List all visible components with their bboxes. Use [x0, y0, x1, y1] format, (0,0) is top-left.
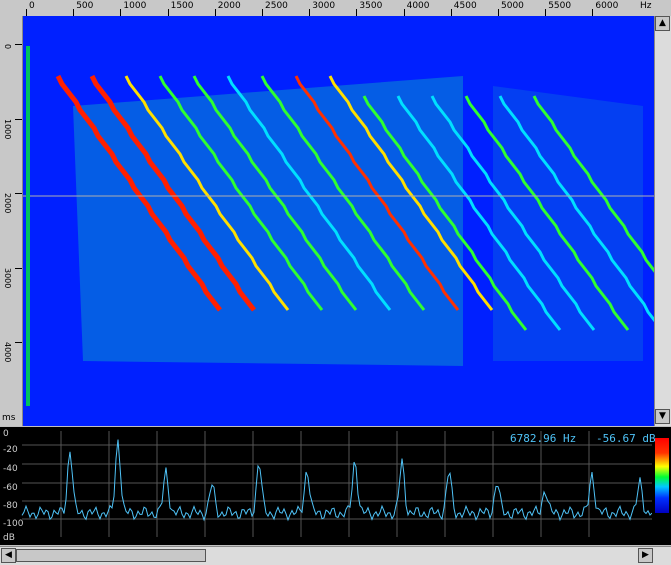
freq-tick-mark [262, 9, 263, 16]
db-label-60: -60 [3, 483, 18, 493]
harmonic-trace [294, 75, 460, 311]
noise-cloud [493, 86, 643, 361]
db-label-40: -40 [3, 464, 18, 474]
ruler-unit-hz: Hz [640, 1, 652, 11]
freq-tick-mark [498, 9, 499, 16]
time-tick-mark [15, 342, 22, 343]
harmonic-trace [464, 95, 630, 331]
harmonic-trace [498, 95, 654, 323]
freq-tick-mark [450, 9, 452, 16]
freq-tick-4500: 4500 [453, 1, 477, 11]
vertical-scrollbar[interactable]: ▲ ▼ [654, 16, 671, 426]
freq-tick-3500: 3500 [359, 1, 383, 11]
harmonic-trace [158, 75, 324, 311]
scroll-up-arrow-icon[interactable]: ▲ [655, 16, 670, 31]
onset-band [26, 46, 30, 406]
scroll-right-arrow-icon[interactable]: ▶ [638, 548, 653, 563]
time-ruler: ms 0 1000 2000 3000 4000 [0, 16, 23, 426]
time-tick-1000: 1000 [3, 118, 12, 139]
freq-tick-5000: 5000 [501, 1, 524, 11]
time-tick-mark [15, 44, 22, 45]
harmonic-trace [226, 75, 392, 311]
freq-tick-1500: 1500 [170, 1, 194, 11]
color-scale-bar [655, 438, 669, 513]
freq-tick-mark [545, 9, 547, 16]
scrollbar-thumb[interactable] [16, 549, 206, 562]
db-unit-label: dB [3, 533, 15, 543]
harmonic-trace [124, 75, 290, 311]
time-tick-mark [15, 118, 22, 120]
freq-tick-mark [356, 9, 358, 16]
ruler-unit-ms: ms [2, 413, 16, 423]
freq-tick-2500: 2500 [265, 1, 288, 11]
freq-tick-mark [120, 9, 122, 16]
time-tick-mark [15, 267, 22, 269]
harmonic-trace [260, 75, 426, 311]
db-label-100: -100 [3, 519, 24, 529]
harmonic-trace [55, 74, 222, 312]
time-tick-0: 0 [3, 44, 12, 50]
time-tick-3000: 3000 [3, 267, 12, 288]
harmonic-trace [396, 95, 562, 331]
freq-tick-6000: 6000 [595, 1, 619, 11]
horizontal-scrollbar[interactable]: ◀ ▶ [0, 546, 671, 565]
time-tick-4000: 4000 [3, 342, 12, 363]
power-spectrum-plot [21, 431, 653, 537]
freq-tick-1000: 1000 [123, 1, 147, 11]
db-label-20: -20 [3, 445, 18, 455]
freq-tick-mark [73, 9, 75, 16]
db-label-80: -80 [3, 501, 18, 511]
harmonic-trace [430, 95, 596, 331]
freq-tick-3000: 3000 [312, 1, 336, 11]
harmonic-trace [532, 95, 654, 273]
freq-tick-2000: 2000 [217, 1, 241, 11]
freq-tick-mark [167, 9, 169, 16]
power-spectrum-panel[interactable]: 6782.96 Hz -56.67 dB 0 -20 -40 -60 -80 -… [0, 427, 671, 545]
spectrogram-image [23, 46, 654, 406]
freq-tick-mark [592, 9, 594, 16]
harmonic-trace [362, 95, 528, 331]
frequency-ruler: Hz 0 500 1000 1500 2000 2500 3000 3500 4000 4500 5… [0, 0, 671, 17]
freq-tick-500: 500 [76, 1, 94, 11]
freq-tick-mark [26, 9, 27, 16]
freq-tick-mark [309, 9, 311, 16]
freq-tick-mark [403, 9, 405, 16]
freq-tick-0: 0 [29, 1, 35, 11]
noise-cloud [73, 76, 463, 366]
harmonic-trace [89, 74, 256, 312]
spectrogram-view[interactable] [23, 16, 654, 426]
db-label-0: 0 [3, 429, 9, 439]
harmonic-trace [192, 75, 358, 311]
harmonic-trace [328, 75, 494, 311]
power-trace [21, 439, 653, 522]
time-tick-2000: 2000 [3, 193, 12, 214]
freq-tick-mark [214, 9, 216, 16]
level-readout: -56.67 dB [596, 432, 656, 445]
frequency-readout: 6782.96 Hz [510, 432, 577, 445]
freq-tick-5500: 5500 [548, 1, 572, 11]
scroll-left-arrow-icon[interactable]: ◀ [1, 548, 16, 563]
freq-tick-4000: 4000 [406, 1, 430, 11]
time-tick-mark [15, 193, 22, 194]
scroll-down-arrow-icon[interactable]: ▼ [655, 409, 670, 424]
